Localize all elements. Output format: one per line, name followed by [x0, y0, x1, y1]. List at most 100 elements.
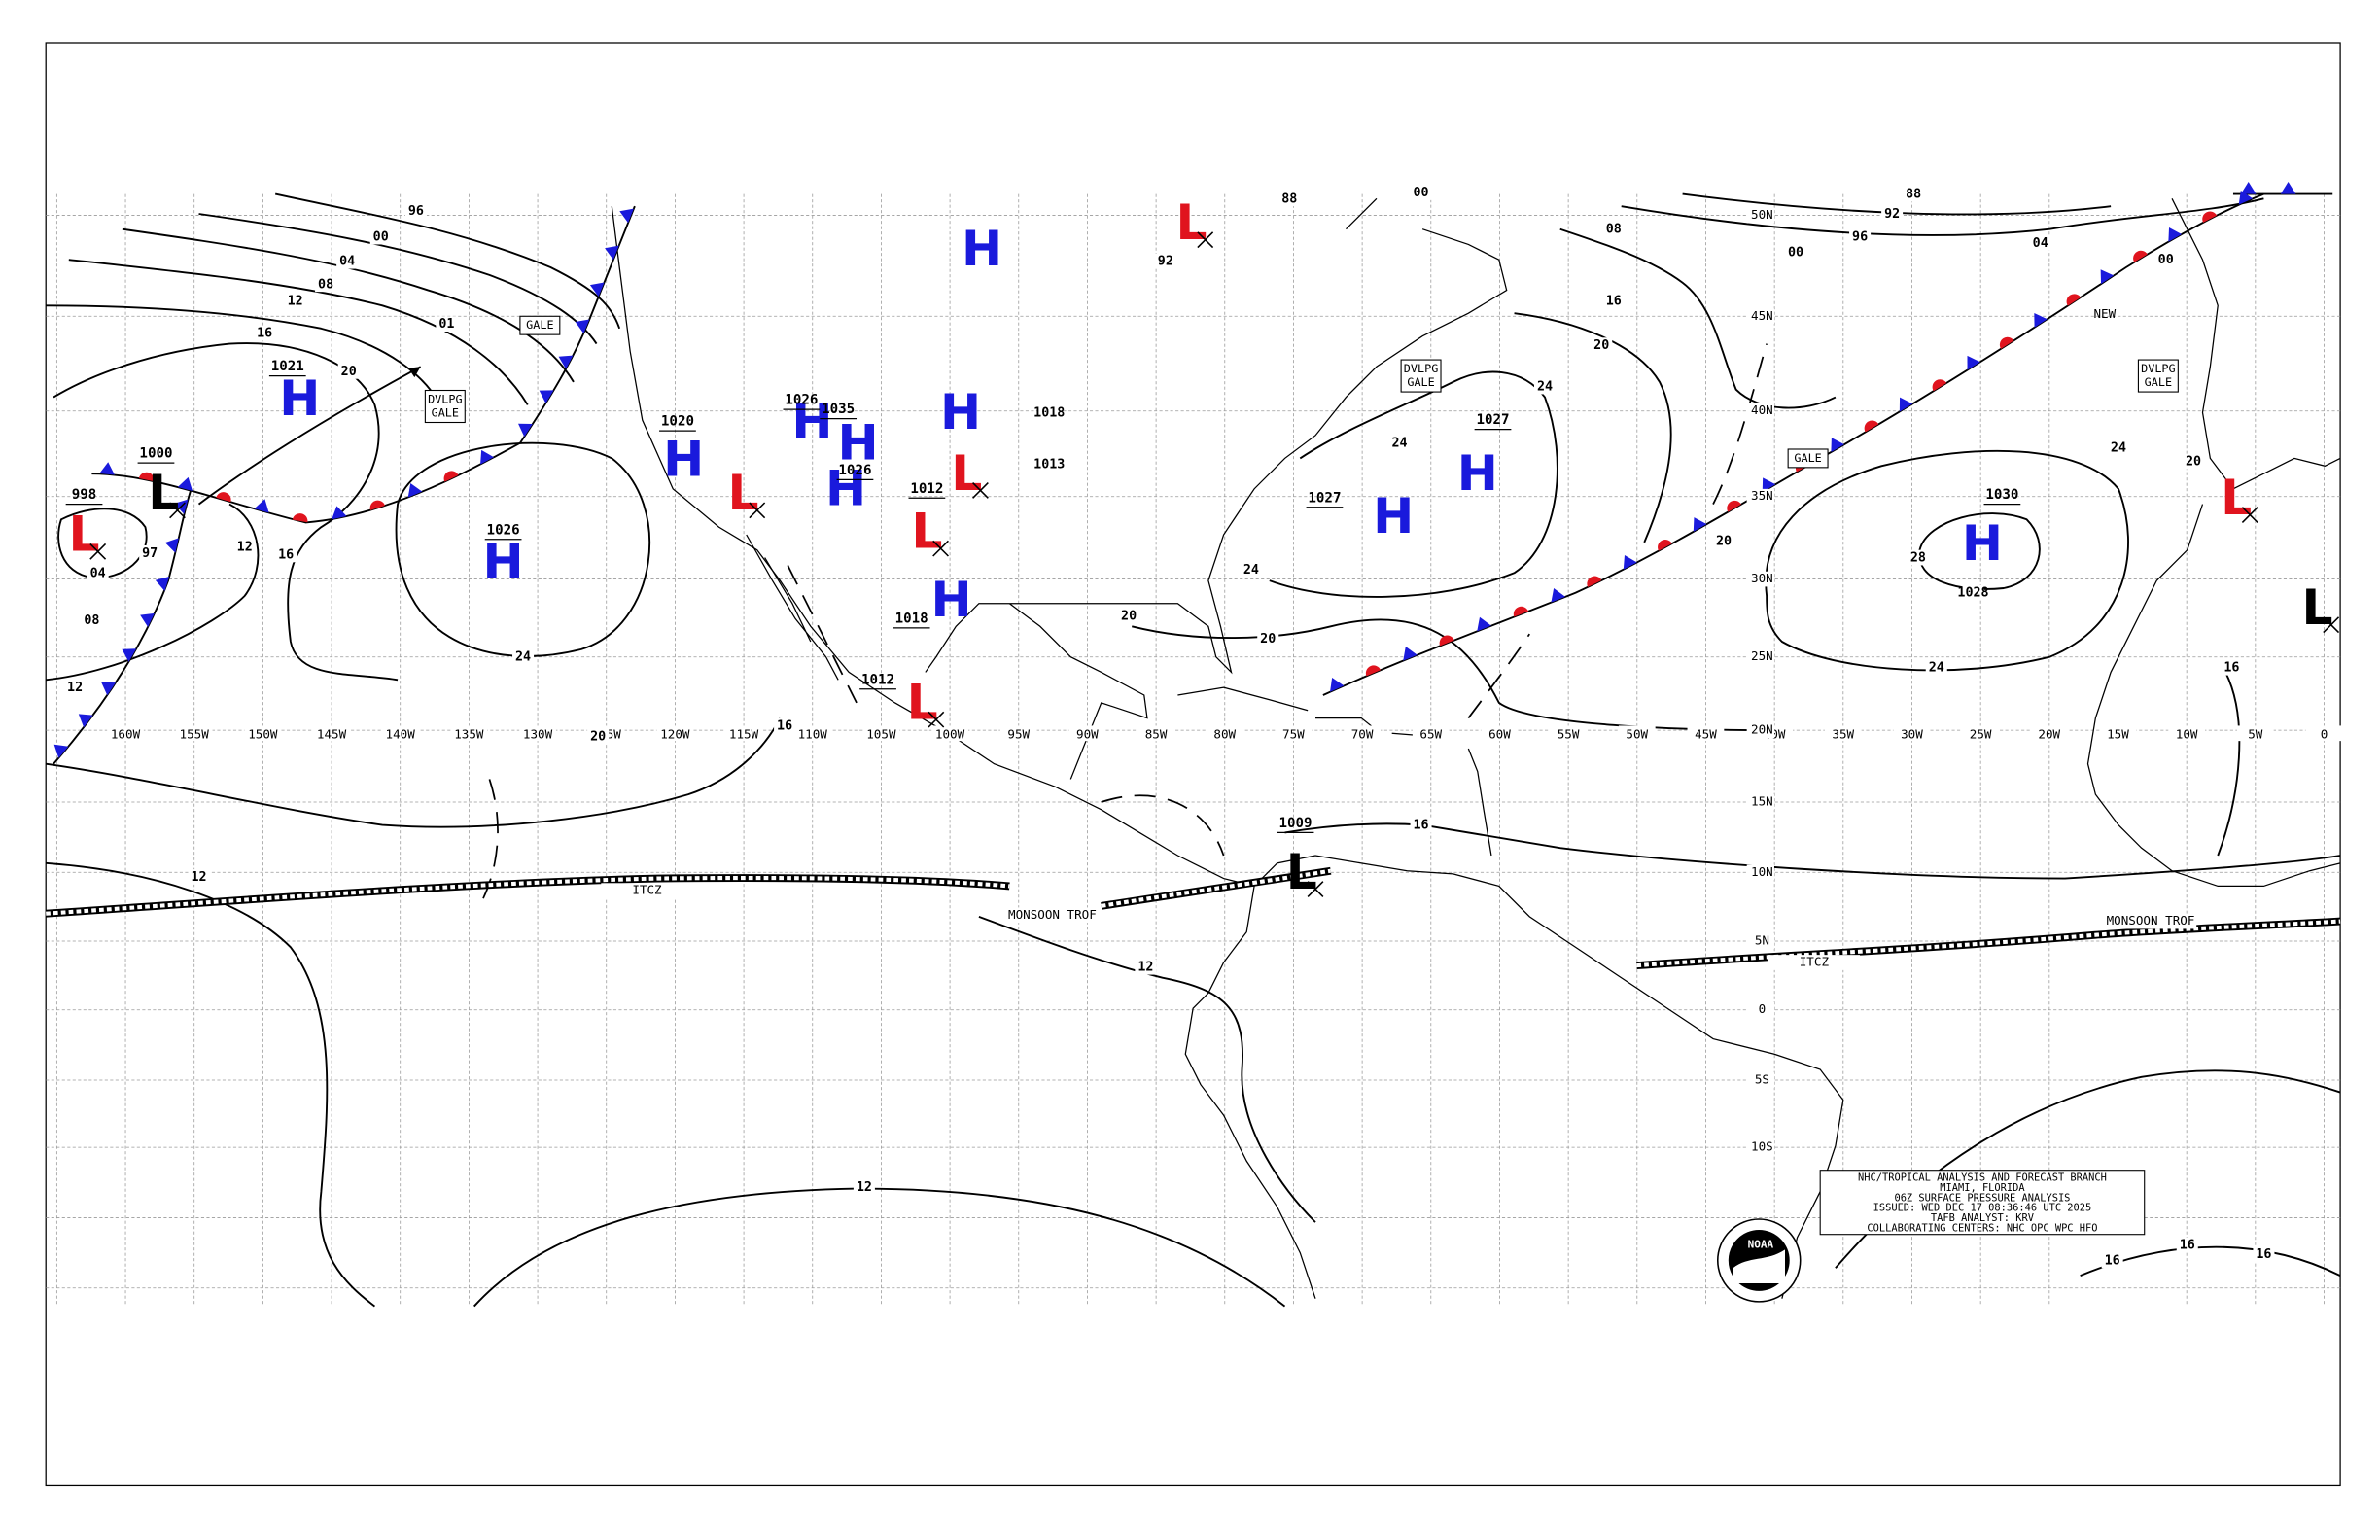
longitude-label-bg: [656, 725, 694, 742]
isobar-label-bg: [2221, 659, 2243, 676]
cold-front-triangle: [1831, 438, 1845, 453]
warm-front-semicircle: [1587, 576, 1602, 587]
longitude-label-bg: [1138, 725, 1174, 742]
isobar-label-bg: [1257, 631, 1279, 647]
front-symbol: [1727, 500, 1741, 512]
center-pressure: 1030: [1985, 487, 2018, 503]
isobar-label: 97: [142, 546, 158, 561]
isobar-label: 24: [1929, 661, 1944, 676]
isobar-label: 20: [1716, 534, 1732, 548]
cold-front-triangle: [1693, 517, 1707, 532]
cold-front-triangle: [575, 319, 590, 334]
center-marker: [932, 540, 949, 557]
center-pressure: 1009: [1279, 816, 1312, 831]
longitude-label: 25W: [1970, 726, 1992, 741]
latitude-label: 35N: [1751, 488, 1773, 503]
longitude-label-bg: [2305, 725, 2343, 742]
latitude-label-bg: [1746, 933, 1774, 949]
front-symbol: [619, 208, 634, 224]
center-pressure: 1012: [861, 672, 894, 687]
longitude-label: 45W: [1695, 726, 1717, 741]
longitude-label: 75W: [1282, 726, 1305, 741]
isobar-label-bg: [1118, 608, 1140, 624]
pressure-center-symbol: H: [1457, 444, 1498, 502]
center-marker: [972, 482, 989, 499]
isobar-label: 08: [84, 613, 99, 628]
isobar-label-bg: [81, 612, 103, 628]
labels: 160W 155W 150W 145W 140W 135W 130W 12 5W 120W 115W…: [64, 185, 2343, 1268]
isobar: [46, 861, 376, 1308]
isobar-label-bg: [1038, 456, 1061, 472]
warm-front-semicircle: [138, 472, 155, 482]
isobar-label: 96: [408, 204, 424, 219]
isobar-label-bg: [1388, 435, 1411, 451]
legend-box: [1819, 1170, 2146, 1236]
longitude-label: 5W: [2248, 726, 2263, 741]
south-america-coast: [1184, 855, 1844, 1299]
latitude-label: 25N: [1751, 648, 1773, 663]
itcz-band: [46, 875, 1010, 916]
isobar-label-bg: [853, 1179, 875, 1195]
isobar-label-bg: [774, 718, 796, 734]
warm-front-semicircle: [2202, 211, 2218, 223]
gale-box: [519, 315, 561, 335]
center-marker: [928, 711, 945, 728]
pressure-center-symbol: H: [791, 392, 832, 449]
isobar-label-bg: [2183, 453, 2205, 470]
isobar-label-bg: [64, 680, 87, 695]
front-symbol: [78, 714, 93, 728]
isobar-label: 01: [438, 317, 454, 332]
forecast-track: [197, 366, 422, 506]
isobar: [46, 503, 260, 682]
pressure-center-symbol: H: [483, 533, 524, 590]
isobar: [1514, 312, 1672, 543]
baja-coast: [746, 534, 839, 681]
longitude-label: 35W: [1832, 726, 1854, 741]
front-symbol: [1864, 420, 1879, 433]
cold-front-triangle: [1551, 588, 1566, 603]
warm-front-semicircle: [1864, 420, 1879, 433]
longitude-label-bg: [1275, 725, 1312, 742]
warm-front-semicircle: [1513, 606, 1529, 617]
isobar-label: 92: [1884, 207, 1900, 222]
center-pressure: 1026: [785, 393, 818, 408]
latitude-label-bg: [1746, 1072, 1774, 1088]
front-symbol: [99, 462, 115, 475]
isobar-label: 12: [191, 870, 206, 885]
longitude-label-bg: [931, 725, 968, 742]
front-symbol: [1999, 336, 2014, 349]
front-symbol: [539, 390, 554, 403]
isobar: [68, 259, 529, 405]
cold-front-triangle: [254, 499, 269, 513]
annotation: ITCZ: [632, 883, 662, 897]
isobar-label: 92: [1158, 255, 1173, 269]
isobar: [2217, 672, 2241, 857]
isobar-label: 00: [1414, 186, 1429, 200]
longitude-label-bg: [381, 725, 419, 742]
center-marker: [169, 502, 186, 519]
front-symbol: [1330, 678, 1345, 692]
front-symbol: [140, 612, 155, 628]
gale-text: GALE: [526, 318, 553, 332]
warm-front-semicircle: [1439, 635, 1454, 647]
latitude-label-bg: [1746, 722, 1774, 738]
cold-front-triangle: [518, 423, 533, 438]
pressure-center-symbol: H: [838, 413, 879, 471]
isobar-label-bg: [1278, 191, 1301, 207]
longitude-label-bg: [1206, 725, 1243, 742]
graticule: [46, 193, 2341, 1307]
latitude-label: 10S: [1751, 1139, 1773, 1154]
isobar-label: 16: [1606, 295, 1622, 309]
cold-front-triangle: [1623, 554, 1637, 570]
front-symbol: [2100, 269, 2115, 285]
isobar-label: 12: [288, 295, 303, 309]
center-pressure: 1026: [487, 522, 520, 538]
trough-line: [1101, 794, 1225, 857]
warm-front-semicircle: [2133, 250, 2148, 262]
latitude-label: 0: [1759, 1001, 1767, 1016]
longitude-label: 70W: [1351, 726, 1374, 741]
isobar-label: 16: [1414, 819, 1429, 833]
warm-front-semicircle: [443, 471, 459, 482]
itcz-band: [1636, 919, 2341, 968]
